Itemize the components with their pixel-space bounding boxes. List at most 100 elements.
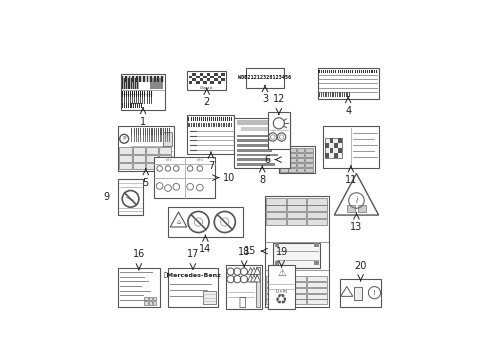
Bar — [131, 135, 132, 142]
Bar — [287, 293, 306, 298]
Bar — [226, 265, 262, 309]
Bar — [325, 143, 329, 148]
Polygon shape — [250, 267, 257, 274]
Bar — [354, 70, 356, 73]
Bar — [141, 103, 142, 108]
Bar — [275, 243, 279, 247]
Bar — [314, 261, 319, 265]
Bar — [170, 135, 171, 142]
Bar — [120, 147, 132, 154]
Bar — [237, 158, 270, 161]
Bar — [203, 291, 216, 304]
Polygon shape — [341, 287, 353, 296]
Bar — [207, 78, 210, 81]
Bar — [145, 135, 146, 142]
Bar — [151, 91, 152, 100]
Bar — [146, 98, 147, 104]
Bar — [129, 76, 130, 82]
Bar — [189, 81, 193, 84]
Bar — [221, 123, 222, 127]
Bar — [305, 158, 313, 162]
Bar — [305, 163, 313, 167]
Bar — [189, 117, 190, 121]
Bar — [158, 135, 159, 142]
Bar — [242, 127, 272, 131]
Text: 9: 9 — [103, 192, 110, 202]
Text: 19: 19 — [275, 247, 288, 257]
Bar — [157, 76, 158, 82]
Text: info: info — [196, 158, 203, 162]
Text: 2: 2 — [204, 97, 210, 107]
Bar — [196, 117, 197, 121]
Bar — [196, 81, 199, 84]
Bar — [128, 91, 129, 100]
Bar — [138, 98, 139, 104]
Bar — [196, 76, 199, 78]
Bar — [221, 78, 225, 81]
Bar — [142, 98, 143, 104]
Bar — [150, 78, 163, 89]
Text: 5: 5 — [143, 177, 149, 188]
Bar — [199, 78, 203, 81]
Bar — [307, 282, 326, 287]
Polygon shape — [250, 275, 257, 282]
Text: 18: 18 — [238, 247, 250, 257]
Bar — [138, 128, 139, 135]
Bar — [280, 153, 288, 157]
Bar — [133, 103, 134, 108]
Bar — [267, 288, 286, 293]
Bar — [214, 78, 218, 81]
Bar — [219, 123, 220, 127]
Text: 11: 11 — [345, 175, 357, 185]
Text: 17: 17 — [187, 249, 199, 260]
Bar — [314, 243, 319, 247]
Bar — [342, 70, 343, 73]
Bar — [235, 118, 290, 168]
Bar — [267, 282, 286, 287]
Bar — [334, 143, 338, 148]
Bar — [335, 92, 336, 97]
Bar — [143, 103, 144, 108]
Bar — [147, 128, 148, 135]
Polygon shape — [247, 275, 254, 282]
Text: 20: 20 — [354, 261, 367, 270]
Bar — [318, 92, 319, 97]
Bar — [128, 78, 129, 89]
Bar — [323, 70, 324, 73]
Bar — [216, 123, 217, 127]
Bar — [350, 70, 351, 73]
Bar — [287, 212, 306, 219]
Bar — [307, 288, 326, 293]
Bar — [196, 123, 197, 127]
Bar — [134, 128, 135, 135]
Bar — [219, 117, 220, 121]
Bar — [237, 163, 275, 166]
Bar — [122, 76, 164, 82]
Bar — [297, 163, 304, 167]
Bar — [201, 117, 202, 121]
Text: ⌂: ⌂ — [176, 220, 180, 225]
Bar — [156, 128, 157, 135]
Bar — [349, 92, 350, 97]
Bar — [122, 78, 123, 89]
Bar — [207, 73, 210, 76]
Bar — [338, 148, 342, 153]
Bar — [136, 135, 137, 142]
Bar — [267, 293, 286, 298]
Text: 10: 10 — [223, 173, 235, 183]
Bar — [203, 81, 207, 84]
Bar — [145, 128, 146, 135]
Bar — [333, 92, 334, 97]
Bar — [275, 261, 279, 265]
Bar — [267, 276, 286, 281]
Text: WDB21212328123456: WDB21212328123456 — [239, 75, 292, 80]
Bar — [189, 123, 190, 127]
Bar — [136, 128, 137, 135]
Bar — [211, 123, 212, 127]
Bar — [237, 144, 280, 147]
Bar — [136, 76, 137, 82]
Bar — [227, 117, 228, 121]
Text: ⚠: ⚠ — [277, 268, 286, 278]
Bar — [187, 71, 226, 90]
Bar — [348, 70, 349, 73]
